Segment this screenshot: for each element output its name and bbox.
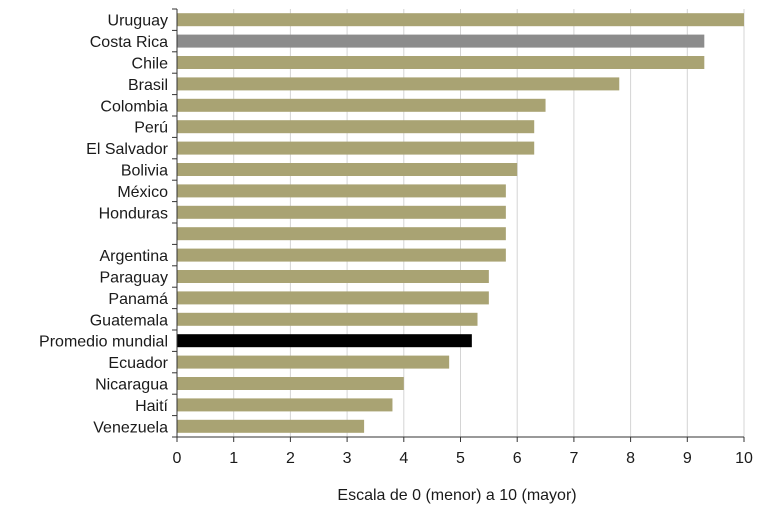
bar-el-salvador <box>177 141 535 155</box>
bar-chile <box>177 56 705 69</box>
category-label-el-salvador: El Salvador <box>86 141 168 158</box>
x-tick-label: 1 <box>229 450 238 467</box>
category-label-promedio-mundial: Promedio mundial <box>39 334 168 351</box>
category-label-bolivia: Bolivia <box>121 163 168 180</box>
bar-uruguay <box>177 13 744 27</box>
bar-brasil <box>177 77 620 91</box>
x-tick-label: 2 <box>286 450 295 467</box>
category-label-guatemala: Guatemala <box>90 312 168 329</box>
bar-honduras <box>177 205 506 219</box>
bar-nicaragua <box>177 377 404 390</box>
category-label-colombia: Colombia <box>100 98 168 115</box>
category-label-haiti: Haití <box>135 398 168 415</box>
bar-costa-rica <box>177 34 705 48</box>
x-axis: 0 1 2 3 4 5 6 7 8 9 10 <box>173 436 753 467</box>
category-label-chile: Chile <box>132 56 169 73</box>
bar-argentina <box>177 248 506 262</box>
grid-lines <box>233 9 745 437</box>
bars <box>177 13 744 433</box>
category-label-panama: Panamá <box>108 291 168 308</box>
bar-paraguay <box>177 270 489 283</box>
bar-blank <box>177 227 506 241</box>
bar-panama <box>177 291 489 305</box>
bar-peru <box>177 120 535 134</box>
bar-colombia <box>177 98 546 112</box>
x-tick-label: 6 <box>513 450 522 467</box>
bar-promedio-mundial <box>177 334 472 348</box>
category-label-argentina: Argentina <box>100 248 169 265</box>
bar-guatemala <box>177 312 478 326</box>
bar-venezuela <box>177 419 365 433</box>
category-label-peru: Perú <box>134 120 168 137</box>
bar-bolivia <box>177 163 518 176</box>
y-axis: Uruguay Costa Rica Chile Brasil Colombia Perú… <box>39 8 178 438</box>
category-label-uruguay: Uruguay <box>108 13 168 30</box>
x-tick-label: 10 <box>735 450 753 467</box>
category-label-paraguay: Paraguay <box>100 270 169 287</box>
bar-mexico <box>177 184 506 198</box>
x-tick-label: 3 <box>343 450 352 467</box>
bar-haiti <box>177 398 393 412</box>
x-tick-label: 0 <box>173 450 182 467</box>
category-label-nicaragua: Nicaragua <box>95 377 168 394</box>
category-label-ecuador: Ecuador <box>108 355 168 372</box>
x-tick-label: 8 <box>626 450 635 467</box>
category-label-brasil: Brasil <box>128 77 168 94</box>
x-tick-label: 7 <box>569 450 578 467</box>
x-tick-label: 5 <box>456 450 465 467</box>
category-label-mexico: México <box>117 184 168 201</box>
x-tick-label: 4 <box>399 450 408 467</box>
bar-ecuador <box>177 355 450 369</box>
x-tick-label: 9 <box>683 450 692 467</box>
x-axis-title: Escala de 0 (menor) a 10 (mayor) <box>337 487 576 504</box>
category-label-venezuela: Venezuela <box>93 419 168 436</box>
category-label-costa-rica: Costa Rica <box>90 34 168 51</box>
category-label-honduras: Honduras <box>99 205 168 222</box>
